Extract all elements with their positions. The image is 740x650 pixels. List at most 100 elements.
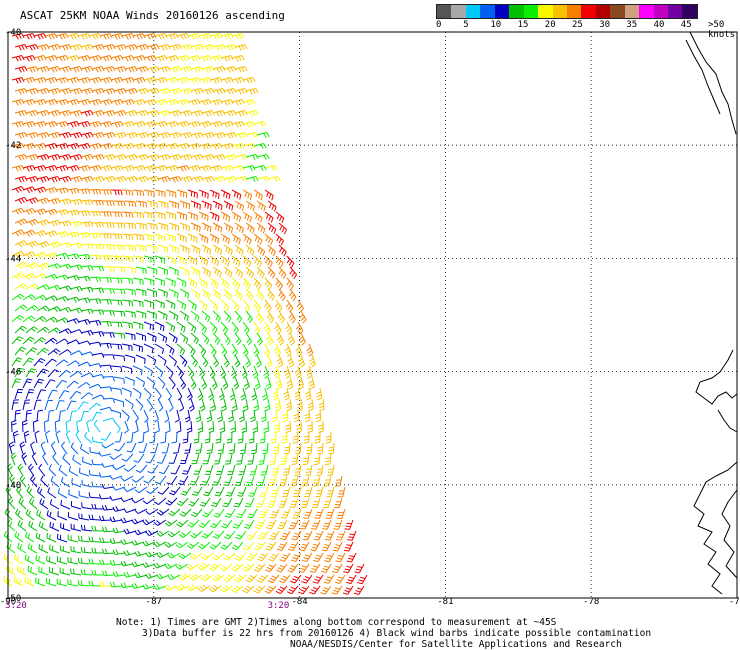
wind-barb: [22, 294, 36, 301]
wind-barb: [234, 288, 243, 301]
legend-swatch: [552, 5, 567, 18]
wind-barb: [66, 209, 80, 217]
wind-barb: [246, 530, 258, 540]
wind-barb: [191, 486, 203, 497]
wind-barb: [135, 154, 149, 161]
wind-barb: [109, 538, 123, 544]
wind-barb: [179, 244, 190, 254]
wind-barb: [138, 442, 148, 453]
wind-barb: [242, 211, 252, 223]
wind-barb: [36, 88, 50, 95]
wind-barb: [55, 252, 69, 259]
wind-barb: [89, 447, 101, 455]
axis-labels: -90-87-84-81-78-75-40-42-44-46-48-503:20…: [0, 28, 740, 611]
wind-barb: [154, 233, 166, 242]
wind-barb: [68, 466, 79, 477]
wind-barb: [190, 110, 204, 117]
wind-barb: [134, 529, 148, 536]
wind-barb: [264, 255, 273, 268]
wind-barb: [47, 284, 61, 291]
wind-barb: [285, 321, 293, 335]
wind-barb: [36, 262, 50, 270]
wind-barb: [231, 255, 241, 267]
wind-barb: [220, 343, 228, 357]
wind-barb: [294, 464, 302, 476]
wind-barb: [146, 154, 160, 161]
wind-barb: [52, 452, 60, 466]
wind-barb: [165, 365, 174, 378]
wind-barb: [121, 55, 135, 62]
wind-barb: [212, 200, 223, 211]
wind-barb: [223, 475, 233, 486]
wind-barb: [69, 410, 78, 422]
note-line-3: NOAA/NESDIS/Center for Satellite Applica…: [290, 639, 622, 650]
legend-label: 10: [490, 20, 502, 30]
wind-barb: [99, 99, 113, 106]
wind-barb: [66, 339, 80, 345]
wind-barb: [44, 99, 58, 106]
wind-barb: [91, 110, 105, 117]
wind-barb: [231, 77, 245, 84]
wind-barb: [99, 406, 113, 412]
wind-barb: [316, 387, 323, 401]
wind-barb: [198, 143, 212, 150]
wind-barb: [132, 233, 144, 241]
wind-barb: [91, 199, 105, 206]
wind-barb: [77, 188, 91, 195]
wind-barb: [209, 343, 217, 357]
wind-barb: [66, 275, 80, 281]
wind-barb: [110, 33, 124, 40]
wind-barb: [102, 354, 115, 360]
wind-barb: [242, 255, 252, 268]
wind-barb: [81, 479, 93, 488]
wind-barb: [305, 464, 313, 476]
wind-barb: [278, 266, 287, 279]
wind-barb: [209, 77, 223, 84]
wind-barb: [198, 165, 212, 172]
legend-swatch: [494, 5, 510, 18]
wind-barb: [176, 33, 190, 40]
wind-barb: [36, 509, 46, 521]
wind-barb: [176, 497, 189, 507]
wind-barb: [201, 154, 215, 161]
wind-barb: [47, 88, 61, 95]
wind-barb: [80, 44, 94, 51]
wind-barb: [99, 321, 112, 327]
wind-barb: [209, 233, 220, 244]
wind-barb: [256, 222, 266, 234]
wind-barb: [44, 295, 58, 302]
wind-barb: [301, 574, 313, 584]
wind-barb: [112, 506, 126, 512]
wind-barb: [46, 510, 57, 521]
wind-barb: [231, 211, 242, 223]
wind-barb: [285, 420, 291, 433]
wind-barb: [204, 464, 214, 475]
wind-barb: [134, 572, 148, 579]
wind-barb: [88, 558, 101, 565]
wind-barb: [187, 343, 196, 356]
wind-barb: [22, 77, 36, 84]
wind-barb: [220, 121, 234, 128]
wind-barb: [14, 196, 28, 204]
wind-barb: [157, 332, 168, 343]
wind-barb: [120, 517, 134, 524]
wind-barb: [253, 277, 262, 290]
wind-barb: [187, 299, 197, 311]
wind-barb: [14, 154, 28, 161]
wind-barb: [22, 315, 36, 323]
wind-barb: [234, 244, 244, 256]
wind-barb: [157, 110, 171, 117]
wind-barb: [209, 299, 219, 312]
wind-barb: [224, 453, 233, 465]
wind-barb: [25, 110, 39, 117]
wind-barb: [154, 343, 165, 355]
wind-barb: [102, 200, 115, 206]
wind-barb: [275, 211, 285, 223]
wind-barb: [91, 176, 105, 183]
lat-lon-grid: [7, 31, 738, 599]
wind-barb: [124, 110, 138, 117]
wind-barb: [220, 99, 234, 106]
wind-barb: [221, 398, 227, 412]
wind-barb: [280, 508, 291, 519]
wind-barb: [354, 563, 365, 574]
